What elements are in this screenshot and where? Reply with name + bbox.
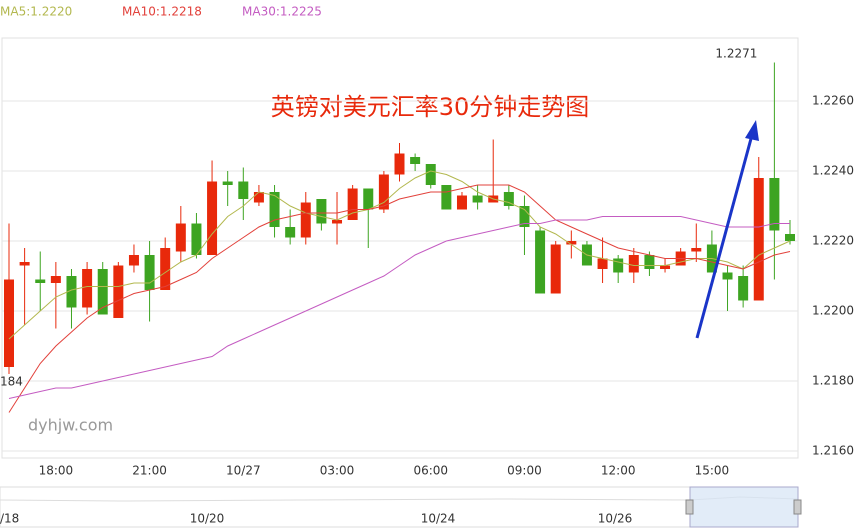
- candle-body: [691, 248, 702, 252]
- legend-entry: MA5:1.2220: [0, 5, 72, 19]
- x-tick-label: 18:00: [39, 464, 74, 478]
- y-tick-label: 1.2200: [812, 304, 854, 318]
- candle-body: [456, 195, 467, 210]
- candle-body: [19, 262, 30, 266]
- candle-body: [285, 227, 296, 238]
- x-tick-label: 15:00: [695, 464, 730, 478]
- candle-body: [35, 279, 46, 283]
- candle-body: [472, 195, 483, 203]
- ma-line: [8, 216, 790, 399]
- candle-body: [628, 255, 639, 273]
- candle-body: [441, 185, 452, 210]
- x-tick-label: 03:00: [320, 464, 355, 478]
- legend-entry: MA10:1.2218: [122, 5, 202, 19]
- candle-body: [597, 258, 608, 269]
- candle-body: [175, 223, 186, 252]
- min-label: 184: [0, 375, 23, 389]
- y-tick-label: 1.2160: [812, 444, 854, 458]
- candle-body: [97, 269, 108, 315]
- x-tick-label: 09:00: [507, 464, 542, 478]
- candle-body: [113, 265, 124, 318]
- candle-body: [50, 276, 61, 283]
- candle-body: [550, 244, 561, 294]
- navigator-label: 10/26: [598, 512, 633, 526]
- watermark: dyhjw.com: [28, 416, 113, 435]
- x-tick-label: 12:00: [601, 464, 636, 478]
- candle-body: [316, 199, 327, 224]
- navigator-handle[interactable]: [685, 499, 694, 515]
- navigator-label: 10/20: [190, 512, 225, 526]
- candle-body: [82, 269, 93, 308]
- candle-body: [66, 276, 77, 308]
- candle-body: [160, 248, 171, 290]
- candle-body: [300, 202, 311, 238]
- x-tick-label: 10/27: [226, 464, 261, 478]
- candle-body: [519, 206, 530, 227]
- candle-body: [347, 188, 358, 220]
- navigator-label: 10/24: [421, 512, 456, 526]
- navigator-label: /18: [0, 512, 19, 526]
- candle-body: [222, 181, 233, 185]
- chart-title: 英镑对美元汇率30分钟走势图: [271, 93, 590, 121]
- candle-body: [644, 255, 655, 269]
- candle-body: [660, 265, 671, 269]
- candle-body: [425, 164, 436, 185]
- candle-body: [566, 241, 577, 245]
- candle-body: [503, 192, 514, 206]
- candle-body: [128, 255, 139, 266]
- candle-body: [144, 255, 155, 290]
- max-label: 1.2271: [715, 47, 757, 61]
- arrow: [695, 134, 754, 339]
- candle-body: [722, 272, 733, 280]
- navigator-handle[interactable]: [793, 499, 802, 515]
- y-tick-label: 1.2220: [812, 234, 854, 248]
- candle-body: [238, 181, 249, 199]
- candle-body: [207, 181, 218, 255]
- legend-entry: MA30:1.2225: [242, 5, 322, 19]
- candle-body: [769, 178, 780, 231]
- candle-body: [269, 192, 280, 227]
- candle-body: [394, 153, 405, 175]
- candle-body: [785, 234, 795, 241]
- x-tick-label: 21:00: [132, 464, 167, 478]
- candle-body: [410, 157, 421, 164]
- navigator-selection[interactable]: [689, 486, 799, 528]
- navigator[interactable]: [0, 486, 799, 528]
- y-tick-label: 1.2240: [812, 164, 854, 178]
- candle-body: [738, 276, 749, 301]
- candle-body: [4, 279, 14, 367]
- plot-area: [1, 37, 799, 459]
- candle-body: [753, 178, 764, 301]
- ma-line: [8, 170, 791, 340]
- candle-body: [253, 192, 264, 203]
- x-tick-label: 06:00: [413, 464, 448, 478]
- candle-body: [613, 258, 624, 273]
- ma-line: [8, 184, 791, 413]
- candle-body: [332, 220, 343, 224]
- candle-body: [191, 223, 202, 255]
- candle-body: [535, 230, 546, 294]
- y-tick-label: 1.2180: [812, 374, 854, 388]
- y-tick-label: 1.2260: [812, 94, 854, 108]
- candle-body: [363, 188, 374, 210]
- arrow-head: [745, 120, 759, 141]
- candle-body: [378, 174, 389, 210]
